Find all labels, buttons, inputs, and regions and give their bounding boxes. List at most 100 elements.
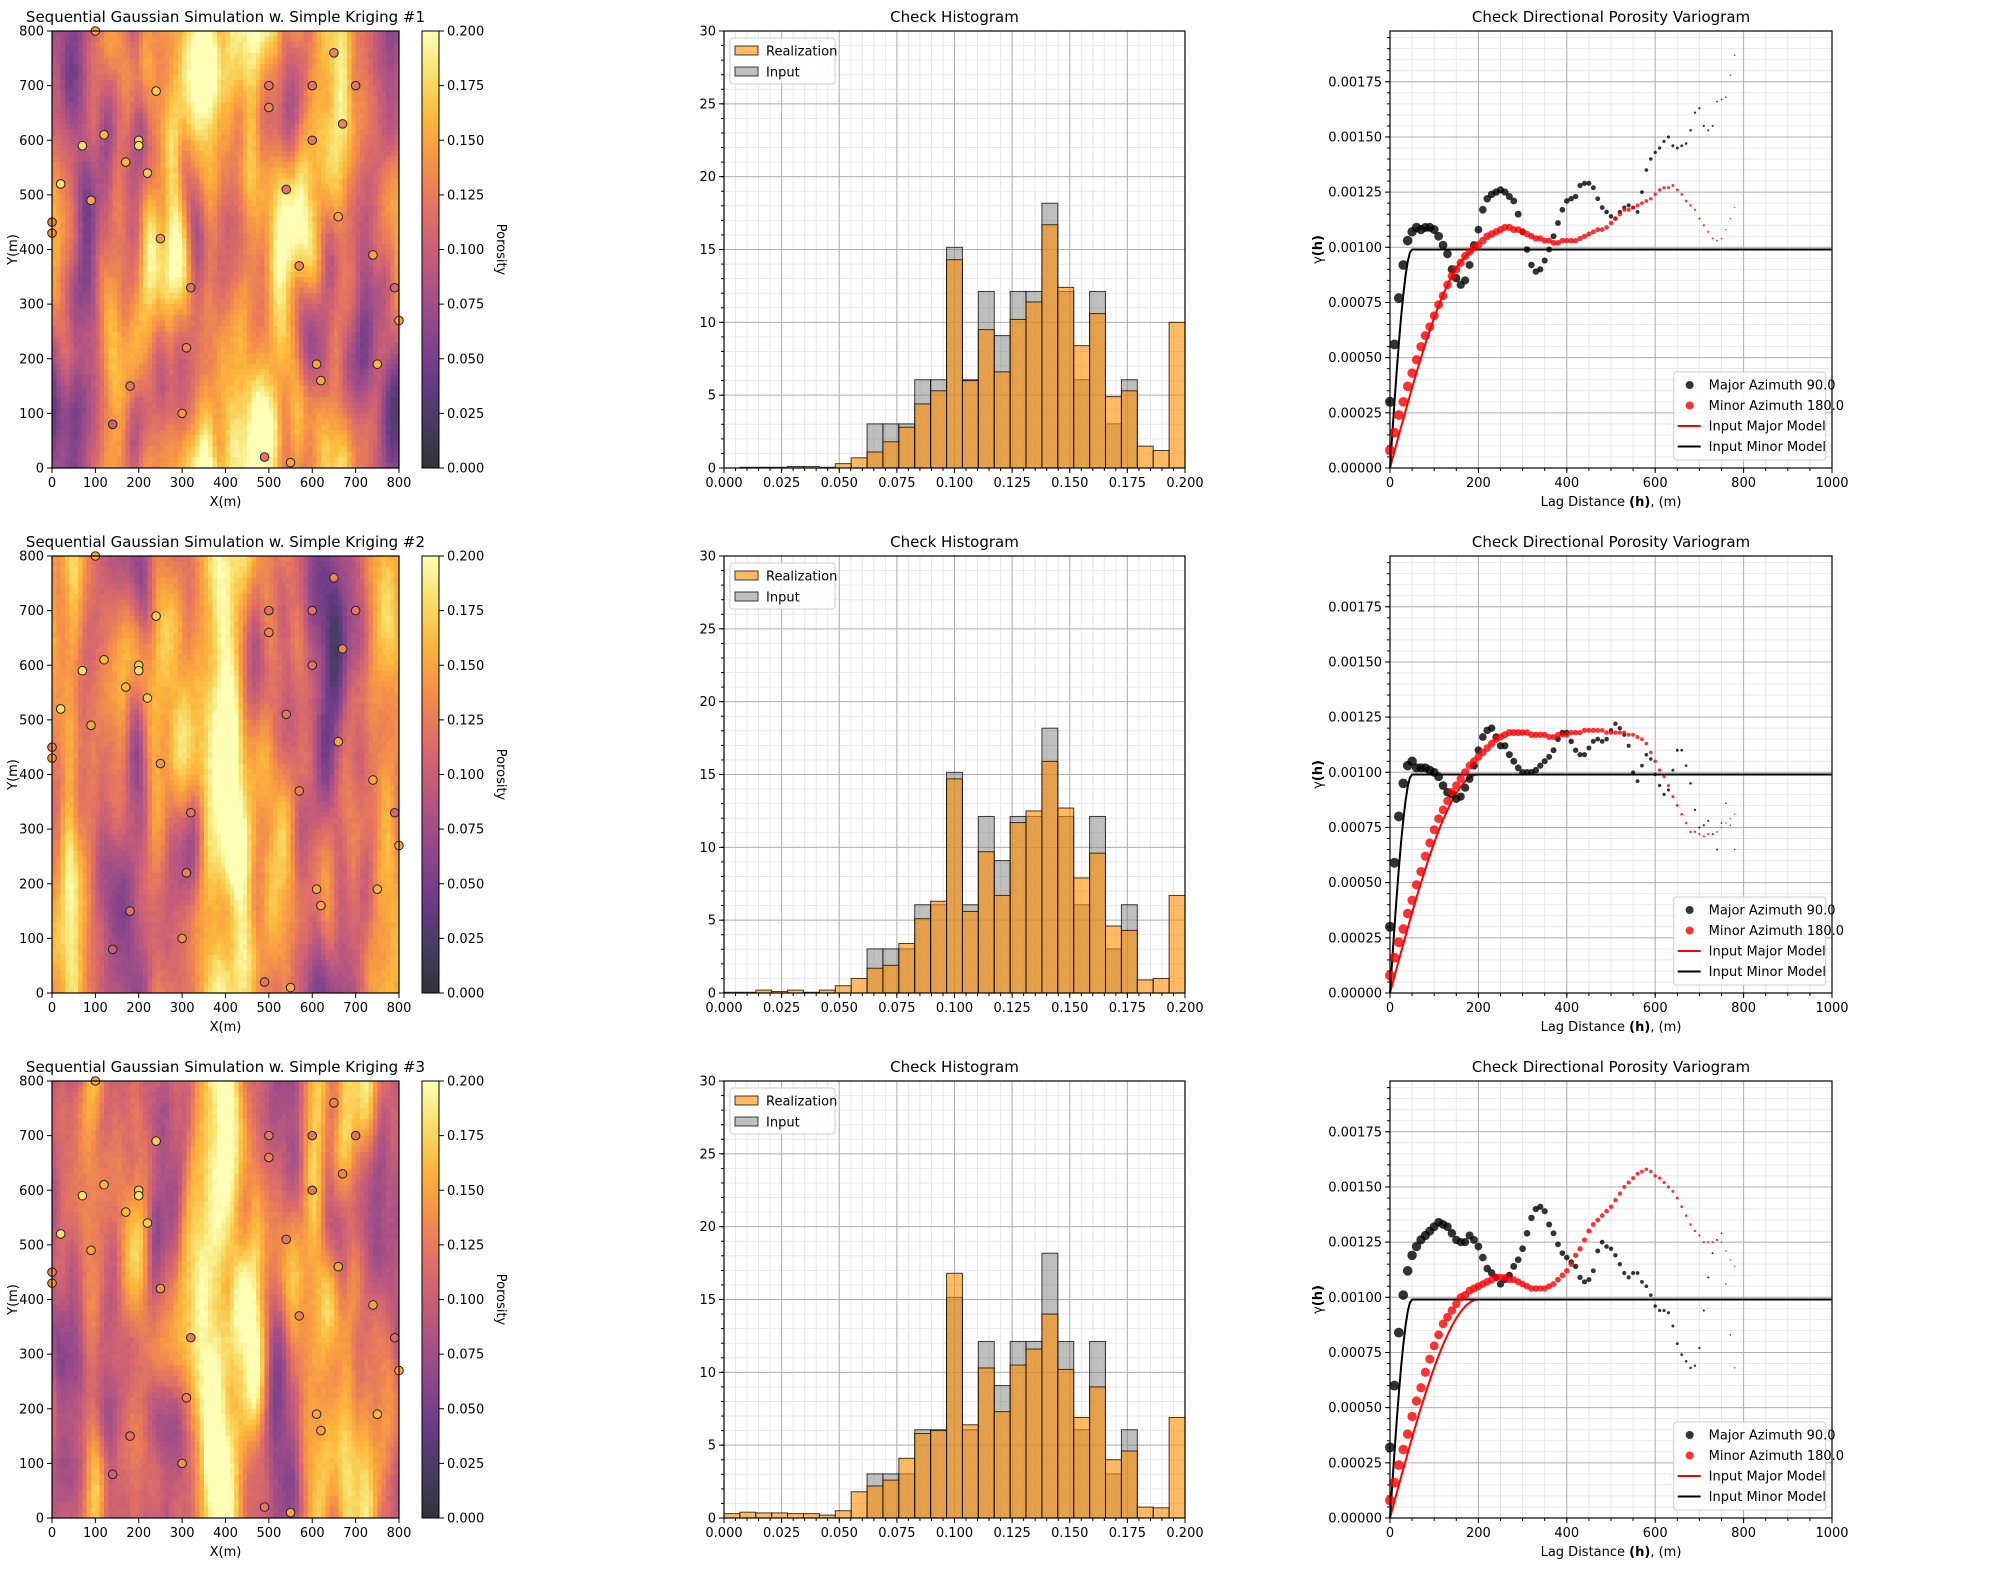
well-data-point (264, 102, 274, 113)
x-axis-label-part: Lag Distance (1541, 1545, 1630, 1560)
minor-variogram-point (1443, 280, 1452, 290)
y-tick-label: 5 (708, 389, 716, 404)
minor-variogram-point (1411, 1396, 1422, 1406)
major-variogram-point (1599, 1239, 1605, 1245)
legend-marker (1685, 926, 1694, 935)
well-data-point (181, 1393, 192, 1403)
minor-variogram-point (1698, 832, 1701, 836)
y-tick-label: 700 (19, 604, 44, 619)
y-tick-label: 30 (699, 1075, 716, 1090)
well-data-point (389, 1332, 400, 1343)
major-variogram-point (1510, 757, 1518, 765)
legend-marker (1685, 381, 1694, 389)
well-data-point (259, 1502, 270, 1512)
major-variogram-point (1657, 783, 1662, 788)
x-tick-label: 800 (387, 476, 412, 491)
well-data-point (125, 906, 135, 916)
major-variogram-point (1564, 1254, 1570, 1261)
major-variogram-point (1608, 214, 1614, 219)
minor-variogram-point (1675, 803, 1679, 807)
minor-variogram-point (1734, 813, 1736, 815)
well-data-point (99, 654, 109, 665)
major-variogram-point (1680, 748, 1684, 752)
well-data-point (155, 758, 166, 769)
major-variogram-point (1559, 1250, 1566, 1257)
x-tick-label: 600 (1643, 476, 1668, 491)
variogram-title: Check Directional Porosity Variogram (1472, 533, 1750, 551)
axes-frame (51, 555, 400, 994)
realization-bar (850, 977, 868, 994)
colorbar-label: Porosity (493, 749, 508, 801)
x-tick-label: 700 (343, 1526, 368, 1541)
legend-label: Input Major Model (1709, 1470, 1826, 1485)
realization-bar (898, 1457, 916, 1519)
major-variogram-point (1711, 124, 1714, 127)
major-variogram-point (1725, 1283, 1727, 1285)
minor-variogram-point (1657, 768, 1662, 772)
minor-variogram-point (1626, 1180, 1631, 1185)
realization-bar (1089, 1386, 1107, 1519)
y-axis-label: Y(m) (6, 234, 21, 266)
x-tick-label: 0 (1386, 1526, 1394, 1541)
minor-variogram-point (1447, 787, 1457, 797)
legend-label: Realization (766, 570, 837, 585)
realization-bar (1168, 894, 1186, 994)
major-variogram-point (1729, 74, 1732, 76)
major-variogram-point (1505, 751, 1513, 759)
minor-variogram-point (1532, 235, 1540, 242)
well-data-point (368, 250, 378, 260)
minor-variogram-point (1608, 220, 1614, 226)
major-variogram-point (1644, 752, 1649, 757)
y-tick-label: 0.00075 (1328, 821, 1382, 836)
minor-variogram-point (1402, 1429, 1413, 1439)
y-tick-label: 200 (19, 352, 44, 367)
minor-variogram-point (1434, 814, 1444, 824)
minor-variogram-point (1528, 731, 1535, 739)
colorbar-tick-label: 0.050 (447, 352, 484, 367)
y-axis-label: γ(h) (1311, 760, 1326, 789)
major-variogram-point (1550, 1230, 1557, 1237)
variogram-panel: 0 200 400 600 800 1000 0.00000 0.00025 0.00050 0.… (1311, 8, 1849, 510)
realization-bar (1073, 1416, 1091, 1519)
major-variogram-point (1711, 1252, 1714, 1255)
map-title: Sequential Gaussian Simulation w. Simple… (26, 533, 425, 551)
minor-variogram-point (1711, 1241, 1714, 1244)
major-variogram-point (1590, 1268, 1596, 1274)
minor-variogram-point (1590, 1221, 1596, 1227)
well-data-point (177, 408, 187, 419)
major-variogram-point (1653, 150, 1657, 155)
minor-variogram-point (1604, 730, 1609, 735)
major-variogram-point (1604, 1244, 1609, 1249)
minor-variogram-point (1662, 186, 1666, 190)
realization-bar (946, 259, 963, 469)
major-variogram-point (1698, 1346, 1701, 1350)
minor-variogram-point (1398, 396, 1409, 407)
minor-variogram-point (1434, 300, 1444, 310)
x-tick-label: 400 (1554, 1001, 1579, 1016)
x-tick-label: 800 (387, 1526, 412, 1541)
minor-variogram-point (1662, 775, 1666, 779)
well-data-point (285, 1507, 296, 1518)
well-data-point (133, 140, 144, 151)
minor-variogram-point (1644, 1167, 1649, 1172)
colorbar-tick-label: 0.050 (447, 877, 484, 892)
x-tick-label: 0 (48, 1526, 56, 1541)
major-variogram-point (1698, 107, 1701, 110)
legend-label: Realization (766, 1095, 837, 1110)
x-axis-label-part: (h) (1629, 1020, 1650, 1035)
y-tick-label: 0.00125 (1328, 711, 1382, 726)
major-variogram-point (1716, 100, 1719, 103)
y-tick-label: 15 (699, 243, 716, 258)
major-variogram-point (1702, 1309, 1705, 1312)
legend-label: Input Major Model (1709, 420, 1826, 435)
x-tick-label: 0.100 (936, 1526, 973, 1541)
minor-variogram-point (1671, 795, 1675, 799)
x-tick-label: 0.000 (705, 1526, 742, 1541)
histogram-legend: Realization Input (729, 562, 837, 610)
major-variogram-point (1604, 736, 1609, 742)
x-tick-label: 0.000 (705, 476, 742, 491)
realization-bar (802, 1513, 820, 1519)
axes-frame (1389, 555, 1833, 994)
realization-bar (834, 985, 852, 994)
well-data-point (372, 884, 383, 895)
